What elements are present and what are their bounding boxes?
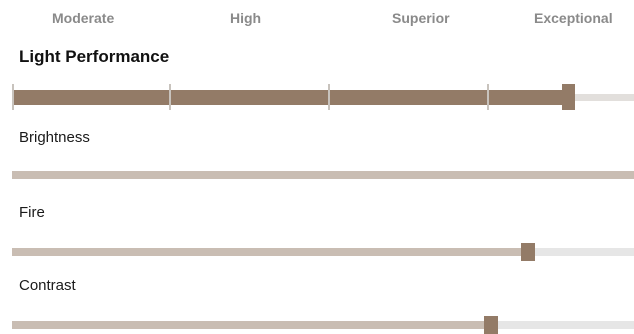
brightness-bar bbox=[12, 171, 634, 179]
scale-label-exceptional: Exceptional bbox=[534, 10, 613, 26]
scale-tick bbox=[169, 84, 171, 110]
scale-tick bbox=[328, 84, 330, 110]
scale-label-moderate: Moderate bbox=[52, 10, 115, 26]
light-performance-marker bbox=[562, 84, 576, 110]
contrast-bar bbox=[12, 316, 634, 334]
scale-tick bbox=[12, 84, 14, 110]
fire-fill bbox=[12, 248, 529, 256]
fire-bar bbox=[12, 243, 634, 261]
scale-label-high: High bbox=[230, 10, 262, 26]
light-performance-fill bbox=[12, 90, 569, 105]
fire-label: Fire bbox=[19, 204, 45, 221]
scale-tick bbox=[487, 84, 489, 110]
fire-marker bbox=[521, 243, 536, 261]
brightness-fill bbox=[12, 171, 634, 179]
contrast-marker bbox=[483, 316, 498, 334]
contrast-label: Contrast bbox=[19, 277, 76, 294]
scale-label-superior: Superior bbox=[392, 10, 450, 26]
brightness-label: Brightness bbox=[19, 129, 90, 146]
light-performance-bar bbox=[12, 84, 634, 110]
light-performance-title: Light Performance bbox=[19, 47, 170, 66]
contrast-fill bbox=[12, 321, 491, 329]
